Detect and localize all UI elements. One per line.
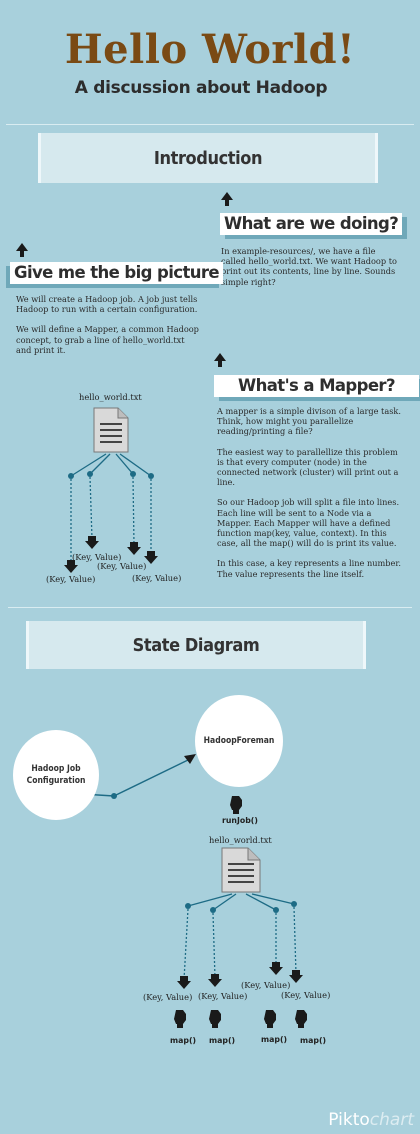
paragraph: We will create a Hadoop job. A job just … bbox=[16, 294, 198, 315]
kv-label: (Key, Value) bbox=[281, 990, 331, 1000]
node-hadoop-foreman: HadoopForeman bbox=[195, 695, 283, 787]
paragraph: So our Hadoop job will split a file into… bbox=[217, 497, 400, 549]
up-arrow-icon bbox=[214, 353, 226, 367]
document-icon bbox=[93, 407, 129, 453]
kv-label: (Key, Value) bbox=[143, 992, 193, 1002]
kv-label: (Key, Value) bbox=[97, 561, 147, 571]
heading-what-doing: What are we doing? bbox=[220, 213, 403, 235]
brand-logo: Piktochart bbox=[328, 1110, 414, 1130]
heading-mapper: What's a Mapper? bbox=[214, 375, 419, 397]
hand-pointer-icon bbox=[230, 796, 242, 814]
section-title: Introduction bbox=[153, 147, 263, 169]
kv-label: (Key, Value) bbox=[72, 552, 122, 562]
map-label: map() bbox=[261, 1035, 288, 1044]
hand-pointer-icon bbox=[174, 1010, 307, 1028]
file-label: hello_world.txt bbox=[79, 392, 142, 402]
section-banner-state-diagram: State Diagram bbox=[26, 621, 366, 669]
up-arrow-icon bbox=[16, 243, 28, 257]
up-arrow-icon bbox=[221, 192, 233, 206]
node-job-configuration: Hadoop Job Configuration bbox=[13, 730, 99, 820]
brand-part: chart bbox=[369, 1110, 414, 1130]
text-mapper: A mapper is a simple divison of a large … bbox=[217, 406, 403, 589]
section-title: State Diagram bbox=[132, 634, 260, 656]
page-subtitle: A discussion about Hadoop bbox=[74, 78, 328, 98]
divider bbox=[6, 124, 414, 125]
kv-label: (Key, Value) bbox=[198, 991, 248, 1001]
divider bbox=[8, 607, 412, 608]
map-label: map() bbox=[209, 1036, 236, 1045]
kv-label: (Key, Value) bbox=[241, 980, 291, 990]
text-big-picture: We will create a Hadoop job. A job just … bbox=[16, 294, 202, 365]
kv-label: (Key, Value) bbox=[132, 573, 182, 583]
paragraph: In this case, a key represents a line nu… bbox=[217, 558, 401, 579]
state-diagram bbox=[81, 754, 307, 1028]
text-what-doing: In example-resources/, we have a file ca… bbox=[221, 246, 397, 287]
document-icon bbox=[221, 847, 261, 893]
file-split-diagram bbox=[64, 407, 158, 573]
page-title: Hello World! bbox=[64, 26, 356, 73]
section-banner-introduction: Introduction bbox=[38, 133, 378, 183]
file-label: hello_world.txt bbox=[209, 835, 272, 845]
paragraph: We will define a Mapper, a common Hadoop… bbox=[16, 324, 199, 355]
run-job-label: runJob() bbox=[222, 816, 258, 825]
paragraph: A mapper is a simple divison of a large … bbox=[217, 406, 401, 437]
map-label: map() bbox=[300, 1036, 327, 1045]
paragraph: The easiest way to parallellize this pro… bbox=[217, 446, 399, 488]
map-label: map() bbox=[170, 1036, 197, 1045]
brand-part: Pikto bbox=[328, 1110, 370, 1130]
kv-label: (Key, Value) bbox=[46, 574, 96, 584]
heading-big-picture: Give me the big picture bbox=[10, 262, 224, 284]
